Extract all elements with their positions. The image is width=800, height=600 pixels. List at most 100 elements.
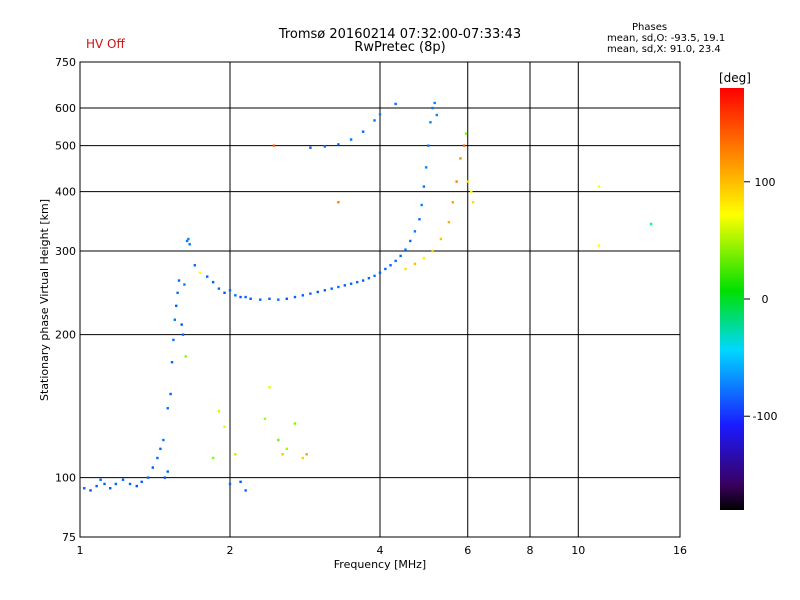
- data-point: [409, 239, 412, 243]
- data-point: [114, 482, 118, 486]
- data-point: [217, 287, 221, 290]
- data-point: [277, 298, 280, 301]
- data-point: [121, 478, 125, 481]
- data-point: [205, 275, 209, 278]
- data-point: [418, 218, 421, 221]
- y-tick-label: 750: [55, 56, 76, 69]
- data-point: [470, 190, 473, 193]
- data-point: [429, 121, 432, 124]
- data-point: [435, 113, 438, 117]
- data-point: [187, 237, 190, 241]
- data-point: [268, 386, 271, 389]
- data-point: [431, 106, 434, 110]
- data-point: [337, 201, 340, 204]
- x-axis-ticks: 1 2 4 6 8 10 16: [77, 544, 688, 557]
- data-point: [103, 482, 106, 486]
- data-point: [433, 101, 436, 105]
- data-point: [223, 425, 226, 428]
- data-point: [234, 453, 237, 456]
- data-point: [135, 484, 138, 488]
- data-point: [343, 284, 347, 287]
- data-point: [180, 323, 183, 326]
- stats-title: Phases: [632, 22, 668, 33]
- data-point: [373, 274, 376, 278]
- data-point: [228, 482, 232, 486]
- data-point: [244, 295, 247, 299]
- data-point: [597, 244, 601, 247]
- colorbar-tick-label: -100: [753, 410, 778, 423]
- data-point: [146, 476, 150, 479]
- x-axis-label: Frequency [MHz]: [334, 558, 426, 571]
- data-point: [323, 289, 327, 292]
- data-point: [301, 294, 305, 297]
- data-point: [349, 282, 353, 285]
- data-point: [193, 264, 197, 267]
- data-point: [649, 222, 653, 226]
- y-axis-ticks: 75 100 200 300 400 500 600 750: [55, 56, 76, 544]
- data-point: [151, 466, 155, 469]
- colorbar: [720, 88, 744, 510]
- data-point: [228, 289, 232, 292]
- data-point: [459, 157, 462, 160]
- stats-o-mode: mean, sd,O: -93.5, 19.1: [607, 33, 726, 44]
- x-tick-label: 6: [464, 544, 471, 557]
- data-point: [109, 487, 112, 490]
- colorbar-ticks: 100 0 -100: [744, 176, 777, 423]
- data-point: [466, 180, 469, 183]
- y-tick-label: 100: [55, 472, 76, 485]
- data-point: [217, 410, 221, 413]
- data-point: [99, 478, 102, 481]
- data-point: [170, 361, 174, 364]
- data-point: [337, 143, 340, 146]
- x-tick-label: 2: [227, 544, 234, 557]
- data-point: [277, 438, 280, 442]
- data-point: [163, 476, 167, 479]
- data-point: [378, 271, 382, 274]
- data-point: [223, 291, 226, 295]
- data-point: [234, 294, 237, 297]
- data-point: [404, 248, 407, 251]
- data-point: [172, 338, 175, 342]
- data-point: [471, 201, 475, 204]
- data-point: [166, 470, 169, 473]
- data-point: [285, 447, 288, 451]
- data-point: [301, 456, 305, 460]
- data-point: [173, 318, 177, 321]
- y-tick-label: 300: [55, 245, 76, 258]
- plot-frame: [79, 61, 681, 538]
- data-point: [431, 249, 434, 253]
- y-tick-label: 600: [55, 102, 76, 115]
- y-tick-label: 200: [55, 329, 76, 342]
- data-point: [140, 480, 143, 484]
- data-point: [373, 119, 376, 122]
- data-point: [323, 145, 327, 148]
- y-tick-label: 75: [62, 531, 76, 544]
- data-point: [263, 417, 267, 421]
- data-point: [330, 287, 333, 290]
- data-point: [413, 230, 417, 233]
- data-point: [597, 185, 601, 188]
- y-axis-label: Stationary phase Virtual Height [km]: [38, 199, 51, 401]
- colorbar-tick-label: 100: [755, 176, 776, 189]
- data-point: [394, 259, 397, 263]
- data-point: [259, 298, 262, 301]
- chart-title: Tromsø 20160214 07:32:00-07:33:43: [278, 27, 522, 42]
- data-point: [184, 355, 187, 358]
- data-point: [361, 279, 365, 282]
- data-point: [427, 144, 430, 147]
- data-point: [89, 489, 92, 492]
- data-point: [198, 271, 202, 274]
- chart-subtitle: RwPretec (8p): [354, 40, 446, 55]
- x-tick-label: 8: [527, 544, 534, 557]
- x-tick-label: 1: [77, 544, 84, 557]
- data-point: [156, 456, 159, 460]
- data-point: [185, 239, 189, 243]
- data-point: [293, 422, 297, 425]
- colorbar-tick-label: 0: [762, 293, 769, 306]
- data-point: [422, 256, 426, 260]
- data-point: [128, 482, 132, 486]
- data-point: [451, 201, 455, 204]
- data-point: [420, 203, 423, 207]
- data-point: [422, 185, 426, 188]
- data-point: [169, 392, 172, 396]
